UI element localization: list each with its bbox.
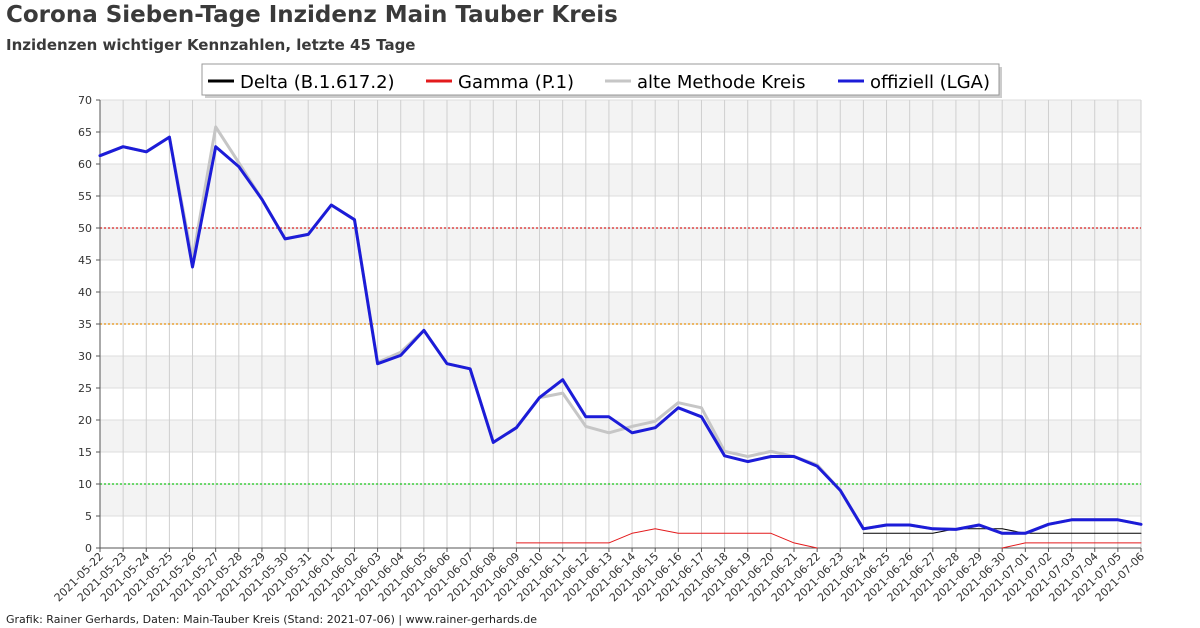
legend-label: offiziell (LGA) <box>870 72 990 93</box>
y-tick-label: 20 <box>78 414 92 427</box>
grid-band <box>100 228 1141 260</box>
legend-box <box>201 63 1000 96</box>
series-line <box>515 528 818 549</box>
series-gamma-p-1 <box>515 528 1142 549</box>
legend-label: Gamma (P.1) <box>458 72 574 93</box>
series-line <box>98 135 1143 535</box>
y-tick-label: 55 <box>78 190 92 203</box>
series-line <box>1001 542 1142 549</box>
y-tick-label: 5 <box>85 510 92 523</box>
y-tick-label: 0 <box>85 542 92 555</box>
y-tick-label: 35 <box>78 318 92 331</box>
chart-footer: Grafik: Rainer Gerhards, Daten: Main-Tau… <box>6 613 538 626</box>
chart-title: Corona Sieben-Tage Inzidenz Main Tauber … <box>6 2 618 28</box>
grid-band <box>100 484 1141 516</box>
y-tick-label: 40 <box>78 286 92 299</box>
series-offiziell-lga <box>98 135 1143 535</box>
legend: Delta (B.1.617.2) Gamma (P.1) alte Methode… <box>201 63 1002 98</box>
legend-label: Delta (B.1.617.2) <box>240 72 395 93</box>
y-tick-label: 30 <box>78 350 92 363</box>
legend-label: alte Methode Kreis <box>637 72 805 93</box>
y-tick-label: 25 <box>78 382 92 395</box>
chart-subtitle: Inzidenzen wichtiger Kennzahlen, letzte … <box>6 36 416 54</box>
grid-band <box>100 292 1141 324</box>
grid-band <box>100 164 1141 196</box>
y-tick-label: 65 <box>78 126 92 139</box>
grid-band <box>100 356 1141 388</box>
y-tick-label: 15 <box>78 446 92 459</box>
grid-band <box>100 100 1141 132</box>
y-tick-label: 45 <box>78 254 92 267</box>
y-tick-label: 70 <box>78 94 92 107</box>
y-tick-label: 50 <box>78 222 92 235</box>
series-line <box>862 528 1142 534</box>
y-tick-label: 60 <box>78 158 92 171</box>
series-delta-b-1-617-2 <box>862 528 1142 534</box>
y-tick-label: 10 <box>78 478 92 491</box>
